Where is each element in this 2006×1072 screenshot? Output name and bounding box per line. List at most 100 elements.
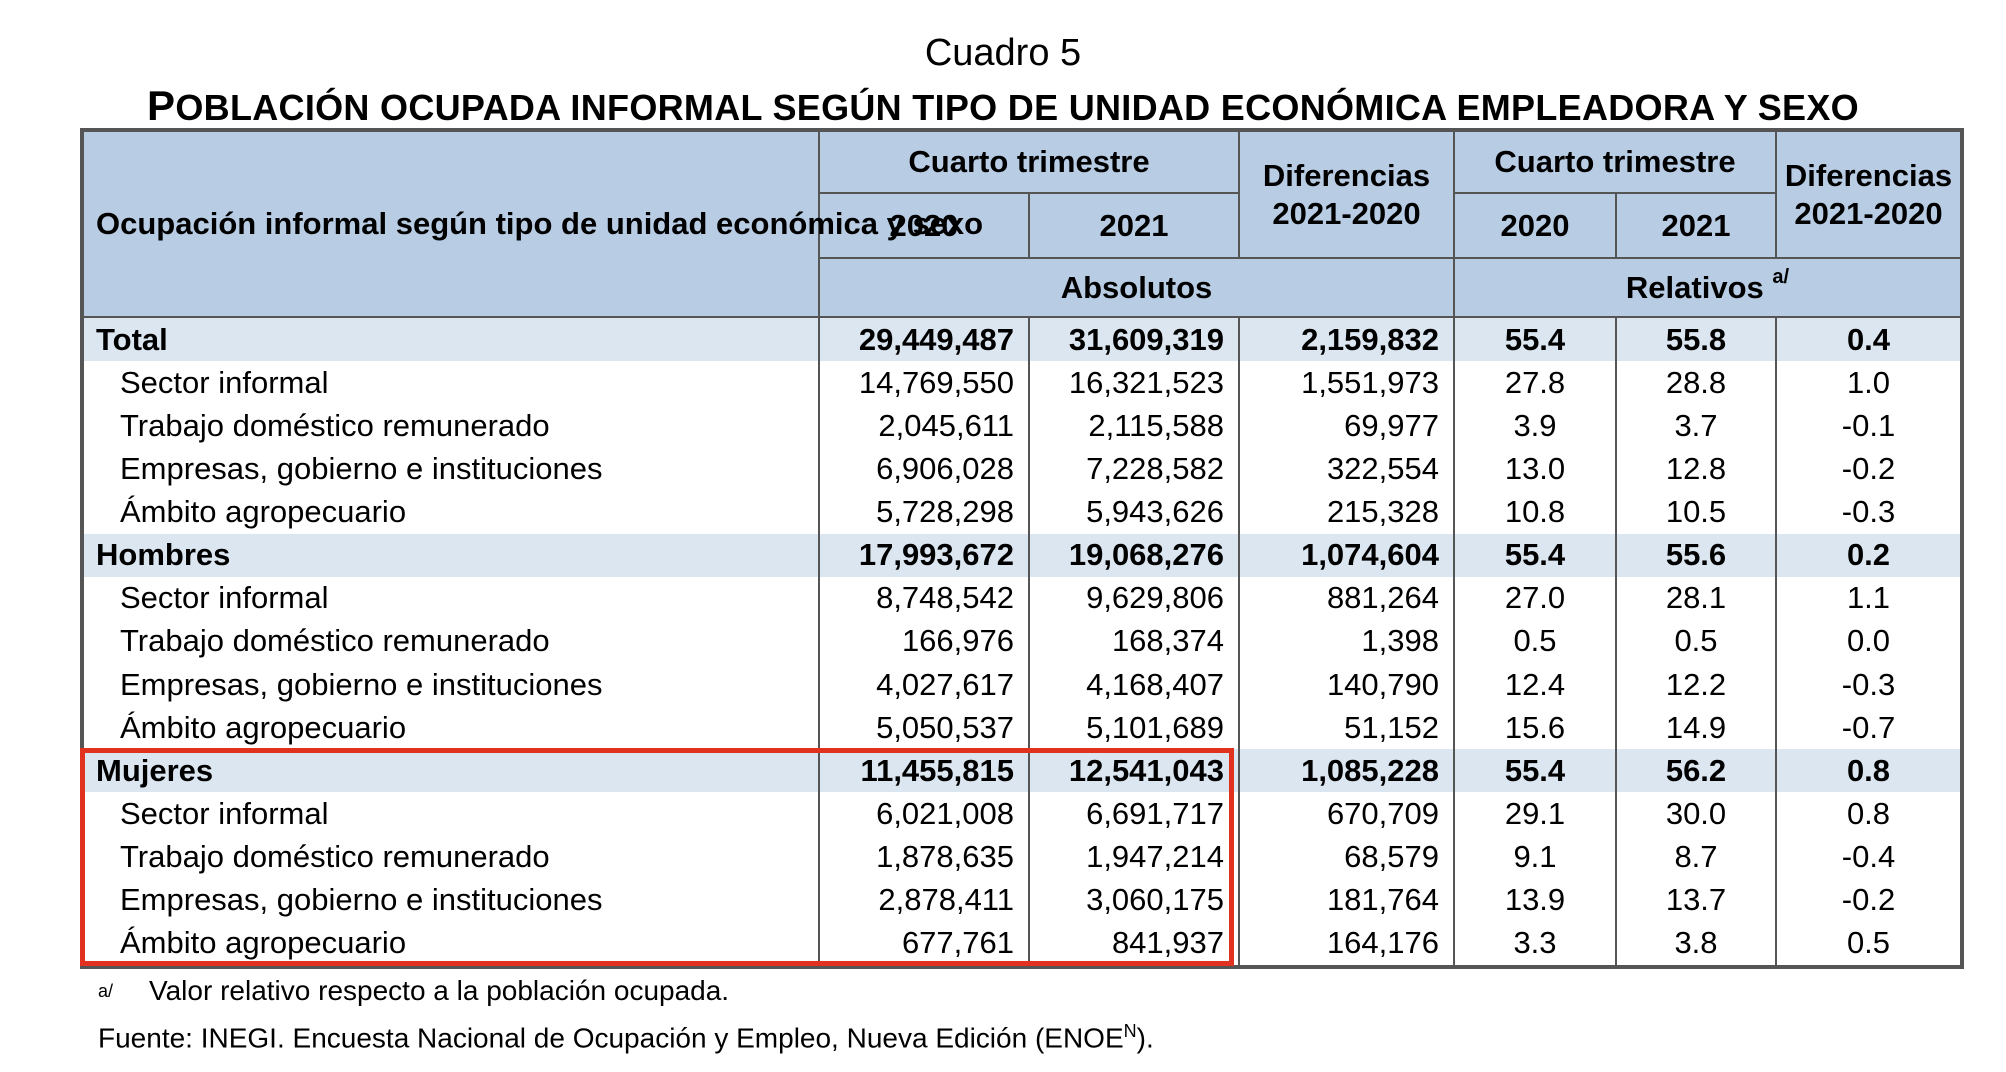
abs-2020-cell: 677,761: [818, 921, 1029, 967]
table-row: Empresas, gobierno e instituciones 2,878,…: [82, 878, 1962, 922]
relativos-footnote-mark: a/: [1772, 265, 1790, 288]
table-row: Sector informal 14,769,550 16,321,523 1,551…: [82, 361, 1962, 405]
abs-2021-cell: 7,228,582: [1028, 447, 1239, 491]
rel-diff-cell: -0.1: [1775, 404, 1962, 448]
rel-diff-cell: 0.5: [1775, 921, 1962, 967]
abs-diff-cell: 2,159,832: [1238, 317, 1454, 362]
abs-diff-cell: 670,709: [1238, 792, 1454, 836]
rel-2021-cell: 0.5: [1615, 619, 1776, 663]
rel-diff-cell: -0.2: [1775, 447, 1962, 491]
row-label: Ámbito agropecuario: [120, 925, 407, 961]
abs-2020-cell: 11,455,815: [818, 749, 1029, 793]
group-row: Hombres 17,993,672 19,068,276 1,074,604 55.4…: [82, 533, 1962, 577]
abs-diff-cell: 51,152: [1238, 706, 1454, 750]
rel-2021-cell: 55.8: [1615, 317, 1776, 362]
abs-2021-header: 2021: [1028, 192, 1240, 259]
row-label: Total: [82, 317, 819, 362]
abs-diff-cell: 322,554: [1238, 447, 1454, 491]
abs-2020-cell: 1,878,635: [818, 835, 1029, 879]
table-row: Sector informal 8,748,542 9,629,806 881,264…: [82, 576, 1962, 620]
rel-2020-cell: 13.0: [1453, 447, 1616, 491]
table-row: Trabajo doméstico remunerado 1,878,635 1,9…: [82, 835, 1962, 879]
abs-2021-cell: 168,374: [1028, 619, 1239, 663]
rel-2021-header: 2021: [1615, 192, 1777, 259]
abs-diff-cell: 881,264: [1238, 576, 1454, 620]
rel-2020-cell: 10.8: [1453, 490, 1616, 534]
table-number: Cuadro 5: [924, 32, 1082, 74]
row-label: Sector informal: [120, 364, 329, 400]
rel-diff-cell: -0.4: [1775, 835, 1962, 879]
row-label: Empresas, gobierno e instituciones: [120, 666, 603, 702]
rel-2020-cell: 55.4: [1453, 749, 1616, 793]
rel-2020-cell: 3.9: [1453, 404, 1616, 448]
relativos-label: Relativos: [1625, 269, 1764, 305]
rel-quarter-header: Cuarto trimestre: [1453, 129, 1777, 194]
table-title: POBLACIÓN OCUPADA INFORMAL SEGÚN TIPO DE…: [0, 84, 2006, 130]
abs-2020-cell: 166,976: [818, 619, 1029, 663]
rel-2021-cell: 30.0: [1615, 792, 1776, 836]
relativos-header: Relativos a/: [1453, 257, 1963, 318]
row-label: Empresas, gobierno e instituciones: [120, 882, 603, 918]
abs-diff-cell: 164,176: [1238, 921, 1454, 967]
abs-2021-cell: 9,629,806: [1028, 576, 1239, 620]
abs-2020-header: 2020: [818, 192, 1030, 259]
table-row: Trabajo doméstico remunerado 166,976 168,3…: [82, 619, 1962, 663]
abs-2021-cell: 19,068,276: [1028, 533, 1239, 577]
table-body: Total 29,449,487 31,609,319 2,159,832 55.4 55…: [82, 317, 1962, 967]
rel-2020-cell: 0.5: [1453, 619, 1616, 663]
rel-diff-cell: -0.7: [1775, 706, 1962, 750]
footnote-text: Valor relativo respecto a la población o…: [149, 975, 730, 1006]
row-label: Sector informal: [120, 795, 329, 831]
rel-2020-cell: 13.9: [1453, 878, 1616, 922]
table-header: Ocupación informal según tipo de unidad …: [81, 129, 1963, 318]
table-row: Empresas, gobierno e instituciones 4,027,…: [82, 663, 1962, 707]
data-table: Ocupación informal según tipo de unidad …: [80, 128, 1964, 969]
table-row: Ámbito agropecuario 677,761 841,937 164,176…: [82, 921, 1962, 967]
rel-2021-cell: 8.7: [1615, 835, 1776, 879]
rel-2021-cell: 28.1: [1615, 576, 1776, 620]
abs-2020-cell: 8,748,542: [818, 576, 1029, 620]
row-label: Mujeres: [82, 749, 819, 793]
abs-diff-cell: 1,551,973: [1238, 361, 1454, 405]
rel-diff-cell: 1.0: [1775, 361, 1962, 405]
rel-2021-cell: 12.8: [1615, 447, 1776, 491]
rel-2021-cell: 28.8: [1615, 361, 1776, 405]
footnote-relative: a/Valor relativo respecto a la población…: [98, 974, 729, 1008]
rel-diff-cell: 1.1: [1775, 576, 1962, 620]
absolutos-header: Absolutos: [818, 257, 1455, 318]
abs-2021-cell: 2,115,588: [1028, 404, 1239, 448]
title-rest: OBLACIÓN OCUPADA INFORMAL SEGÚN TIPO DE …: [175, 87, 1859, 128]
rel-diff-cell: 0.2: [1775, 533, 1962, 577]
abs-2020-cell: 5,050,537: [818, 706, 1029, 750]
rel-2020-cell: 55.4: [1453, 317, 1616, 362]
rel-2020-cell: 12.4: [1453, 663, 1616, 707]
abs-2021-cell: 5,943,626: [1028, 490, 1239, 534]
row-label: Trabajo doméstico remunerado: [120, 839, 550, 875]
row-label: Trabajo doméstico remunerado: [120, 623, 550, 659]
abs-2021-cell: 12,541,043: [1028, 749, 1239, 793]
group-row: Total 29,449,487 31,609,319 2,159,832 55.4 55…: [82, 317, 1962, 362]
row-label: Ámbito agropecuario: [120, 709, 407, 745]
row-label: Trabajo doméstico remunerado: [120, 407, 550, 443]
table-row: Ámbito agropecuario 5,050,537 5,101,689 51,…: [82, 706, 1962, 750]
table-row: Ámbito agropecuario 5,728,298 5,943,626 215…: [82, 490, 1962, 534]
rel-diff-header: Diferencias 2021-2020: [1775, 129, 1963, 259]
abs-diff-cell: 1,074,604: [1238, 533, 1454, 577]
source-end: ).: [1136, 1022, 1154, 1054]
abs-2020-cell: 29,449,487: [818, 317, 1029, 362]
table-row: Empresas, gobierno e instituciones 6,906,…: [82, 447, 1962, 491]
abs-2020-cell: 17,993,672: [818, 533, 1029, 577]
abs-2020-cell: 5,728,298: [818, 490, 1029, 534]
rel-diff-cell: 0.4: [1775, 317, 1962, 362]
abs-diff-cell: 181,764: [1238, 878, 1454, 922]
rel-2021-cell: 55.6: [1615, 533, 1776, 577]
abs-2021-cell: 6,691,717: [1028, 792, 1239, 836]
table-row: Sector informal 6,021,008 6,691,717 670,709…: [82, 792, 1962, 836]
rel-diff-cell: 0.0: [1775, 619, 1962, 663]
footnote-mark: a/: [98, 981, 114, 1001]
row-label: Hombres: [82, 533, 819, 577]
abs-2021-cell: 3,060,175: [1028, 878, 1239, 922]
row-label: Ámbito agropecuario: [120, 494, 407, 530]
row-label-header: Ocupación informal según tipo de unidad …: [81, 129, 983, 318]
row-label: Sector informal: [120, 580, 329, 616]
